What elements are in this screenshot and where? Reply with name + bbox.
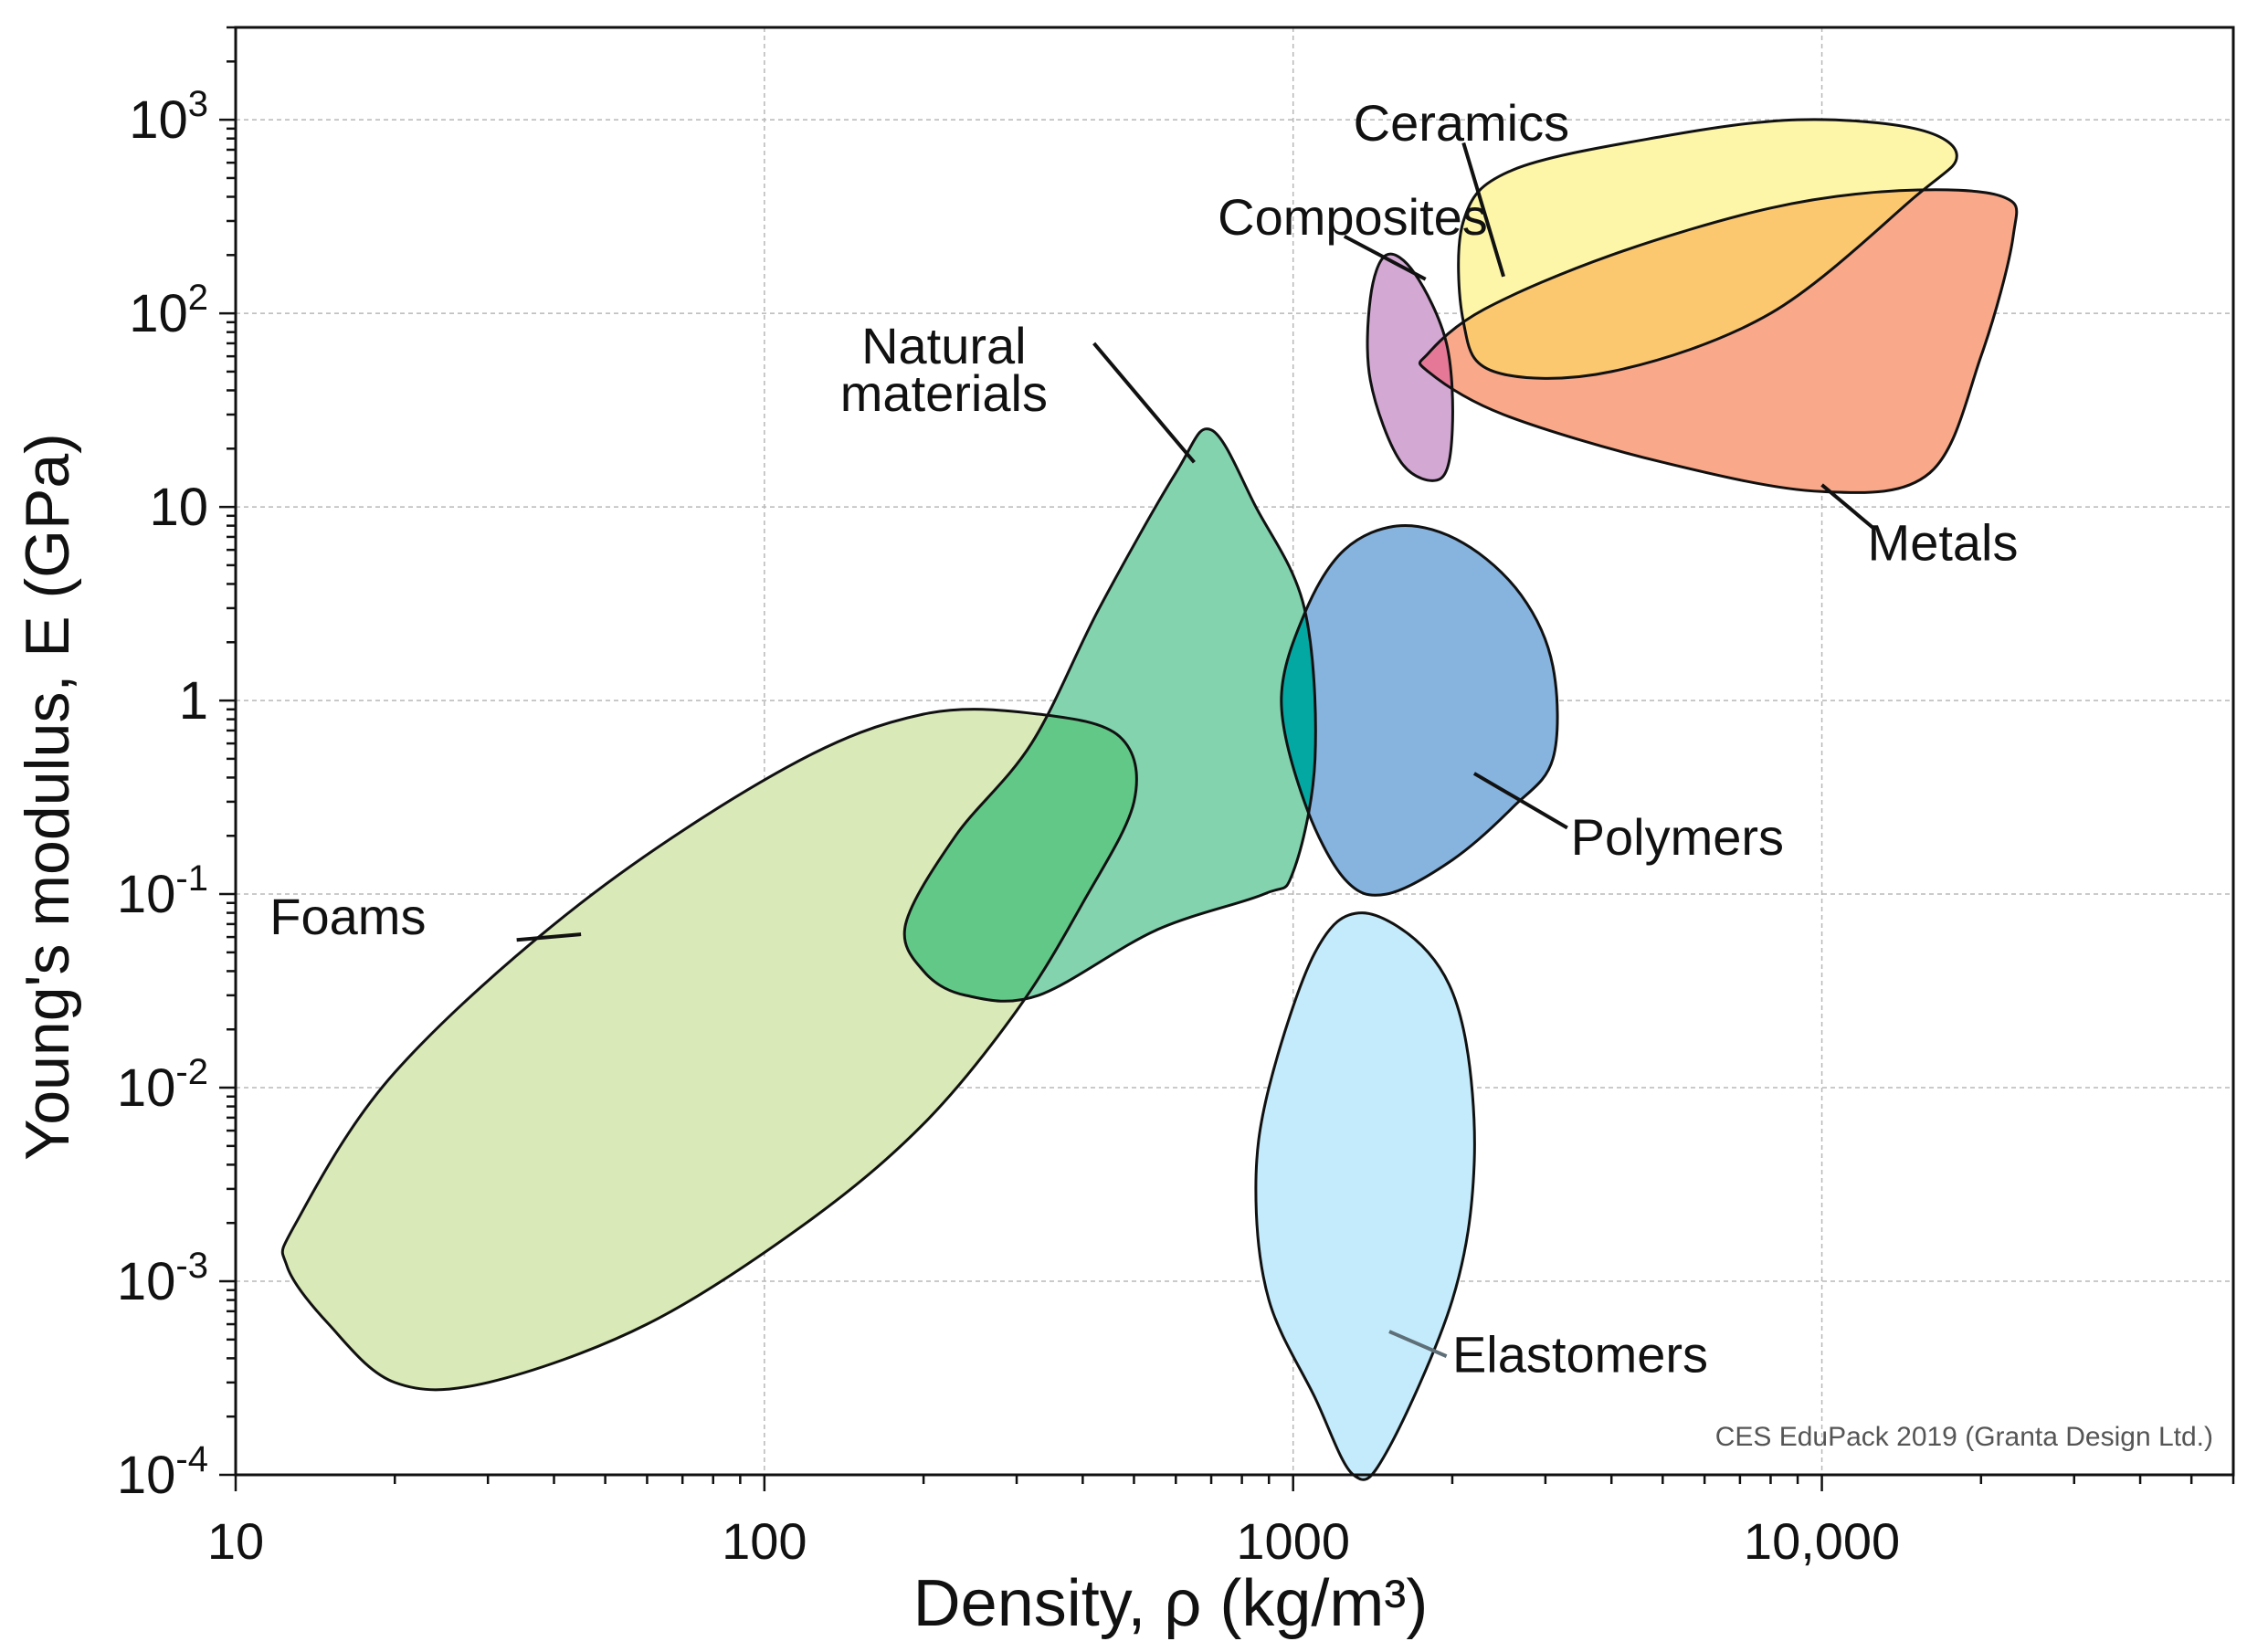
- region-foams: [282, 709, 1137, 1390]
- region-elastomers: [1255, 912, 1475, 1480]
- y-tick-label: 102: [129, 278, 208, 343]
- y-tick-base: 10: [117, 1446, 176, 1505]
- x-axis-title: Density, ρ (kg/m³): [913, 1567, 1429, 1640]
- y-tick-base: 10: [117, 865, 176, 924]
- y-tick-exponent: -3: [175, 1246, 208, 1286]
- y-tick-label: 10-2: [117, 1052, 208, 1118]
- label-foams: Foams: [269, 888, 426, 945]
- y-tick-exponent: 3: [188, 84, 208, 124]
- y-tick-base: 1: [179, 671, 208, 731]
- label-natural-materials: Natural materials: [840, 317, 1048, 422]
- leader-line-foams: [516, 932, 582, 942]
- y-tick-base: 10: [129, 284, 188, 343]
- leader-line-composites: [1343, 234, 1427, 281]
- outline-polymers: [1280, 524, 1559, 897]
- outline-ceramics: [1457, 118, 1958, 380]
- label-elastomers: Elastomers: [1452, 1325, 1708, 1383]
- y-tick-label: 103: [129, 84, 208, 150]
- region-composites: [1367, 254, 1453, 481]
- y-tick-label: 10-3: [117, 1246, 208, 1311]
- axis-ticks: [219, 26, 2235, 1491]
- y-tick-base: 10: [129, 90, 188, 150]
- leader-line-natural-materials: [1092, 342, 1196, 464]
- y-tick-base: 10: [117, 1058, 176, 1118]
- y-tick-label: 10-1: [117, 858, 208, 924]
- outline-metals: [1418, 188, 2019, 494]
- credit-text: CES EduPack 2019 (Granta Design Ltd.): [1715, 1422, 2213, 1452]
- y-tick-exponent: -2: [175, 1052, 208, 1092]
- y-tick-label: 1: [179, 671, 208, 731]
- label-metals: Metals: [1868, 514, 2019, 572]
- leader-line-elastomers: [1388, 1330, 1448, 1358]
- plot-frame: [234, 26, 2235, 1477]
- y-tick-label: 10-4: [117, 1439, 208, 1505]
- label-polymers: Polymers: [1571, 808, 1784, 866]
- region-metals: [1419, 189, 2017, 493]
- x-tick-label: 1000: [1236, 1512, 1350, 1570]
- annotation-leaders: [516, 142, 1874, 1358]
- y-tick-label: 10: [149, 478, 208, 537]
- leader-line-polymers: [1472, 772, 1568, 830]
- y-tick-exponent: -4: [175, 1439, 208, 1479]
- y-axis-title: Young's modulus, E (GPa): [13, 433, 82, 1161]
- leader-line-metals: [1820, 483, 1874, 530]
- y-tick-exponent: 2: [188, 278, 208, 318]
- x-tick-label: 10: [207, 1512, 264, 1570]
- y-tick-base: 10: [117, 1252, 176, 1311]
- x-tick-label: 100: [722, 1512, 807, 1570]
- outline-elastomers: [1254, 911, 1476, 1481]
- label-composites: Composites: [1218, 188, 1488, 246]
- leader-line-ceramics: [1461, 142, 1505, 278]
- y-tick-base: 10: [149, 478, 208, 537]
- x-tick-label: 10,000: [1744, 1512, 1900, 1570]
- label-ceramics: Ceramics: [1354, 94, 1569, 152]
- annotation-labels: Ceramics Composites Natural materials Metals…: [269, 94, 2018, 1383]
- material-regions: [282, 119, 2017, 1480]
- y-tick-exponent: -1: [175, 858, 208, 899]
- region-polymers: [1281, 525, 1558, 896]
- outline-natural-materials: [902, 427, 1317, 1003]
- outline-foams: [280, 708, 1138, 1392]
